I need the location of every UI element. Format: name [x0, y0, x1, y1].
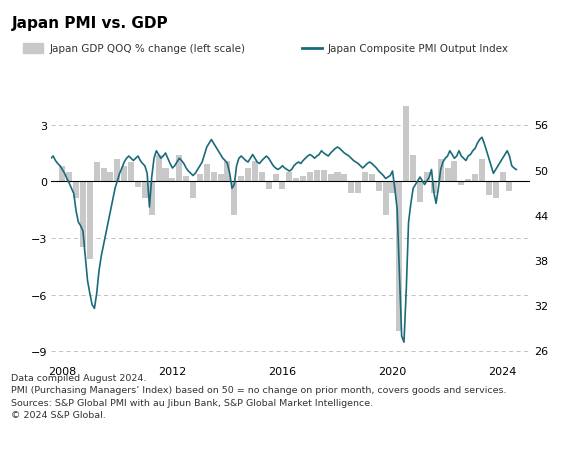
Bar	[245, 169, 251, 182]
Bar	[279, 182, 286, 189]
Bar	[225, 161, 230, 182]
Bar	[431, 182, 437, 193]
Bar	[362, 173, 368, 182]
Bar	[107, 173, 113, 182]
Bar	[499, 173, 506, 182]
Bar	[211, 173, 217, 182]
Bar	[162, 169, 169, 182]
Bar	[80, 182, 86, 248]
Bar	[348, 182, 355, 193]
Bar	[203, 165, 210, 182]
Bar	[190, 182, 196, 199]
Bar	[506, 182, 512, 191]
Bar	[259, 173, 265, 182]
Bar	[128, 163, 134, 182]
Bar	[115, 159, 120, 182]
Bar	[458, 182, 465, 186]
Bar	[286, 173, 292, 182]
Bar	[149, 182, 155, 216]
Bar	[300, 176, 306, 182]
Bar	[321, 171, 327, 182]
Text: Data compiled August 2024.
PMI (Purchasing Managers’ Index) based on 50 = no cha: Data compiled August 2024. PMI (Purchasi…	[11, 373, 507, 419]
Bar	[73, 182, 79, 199]
Bar	[183, 176, 189, 182]
Bar	[238, 176, 244, 182]
Bar	[266, 182, 272, 189]
Bar	[87, 182, 93, 259]
Bar	[307, 173, 313, 182]
Bar	[479, 159, 485, 182]
Bar	[486, 182, 492, 195]
Bar	[135, 182, 141, 188]
Bar	[169, 178, 176, 182]
Bar	[197, 175, 203, 182]
Bar	[451, 161, 458, 182]
Bar	[121, 167, 127, 182]
Bar	[328, 175, 333, 182]
Bar	[314, 171, 320, 182]
Bar	[465, 180, 471, 182]
Bar	[335, 173, 340, 182]
Bar	[376, 182, 382, 191]
Bar	[231, 182, 237, 216]
Bar	[272, 175, 279, 182]
Bar	[403, 82, 409, 182]
Bar	[369, 175, 375, 182]
Bar	[23, 44, 43, 54]
Bar	[445, 169, 450, 182]
Bar	[355, 182, 361, 193]
Bar	[492, 182, 499, 199]
Bar	[66, 173, 72, 182]
Text: Japan Composite PMI Output Index: Japan Composite PMI Output Index	[328, 44, 509, 54]
Bar	[176, 156, 182, 182]
Bar	[156, 156, 162, 182]
Bar	[424, 173, 430, 182]
Bar	[93, 163, 100, 182]
Text: Japan GDP QOQ % change (left scale): Japan GDP QOQ % change (left scale)	[50, 44, 246, 54]
Bar	[417, 182, 423, 203]
Bar	[142, 182, 148, 199]
Bar	[59, 167, 66, 182]
Bar	[389, 182, 396, 193]
Bar	[438, 159, 443, 182]
Bar	[410, 156, 416, 182]
Bar	[396, 182, 402, 331]
Bar	[293, 178, 299, 182]
Bar	[472, 175, 478, 182]
Bar	[382, 182, 389, 216]
Bar	[252, 161, 258, 182]
Bar	[100, 169, 107, 182]
Text: Japan PMI vs. GDP: Japan PMI vs. GDP	[11, 16, 168, 31]
Bar	[218, 175, 223, 182]
Bar	[341, 175, 347, 182]
